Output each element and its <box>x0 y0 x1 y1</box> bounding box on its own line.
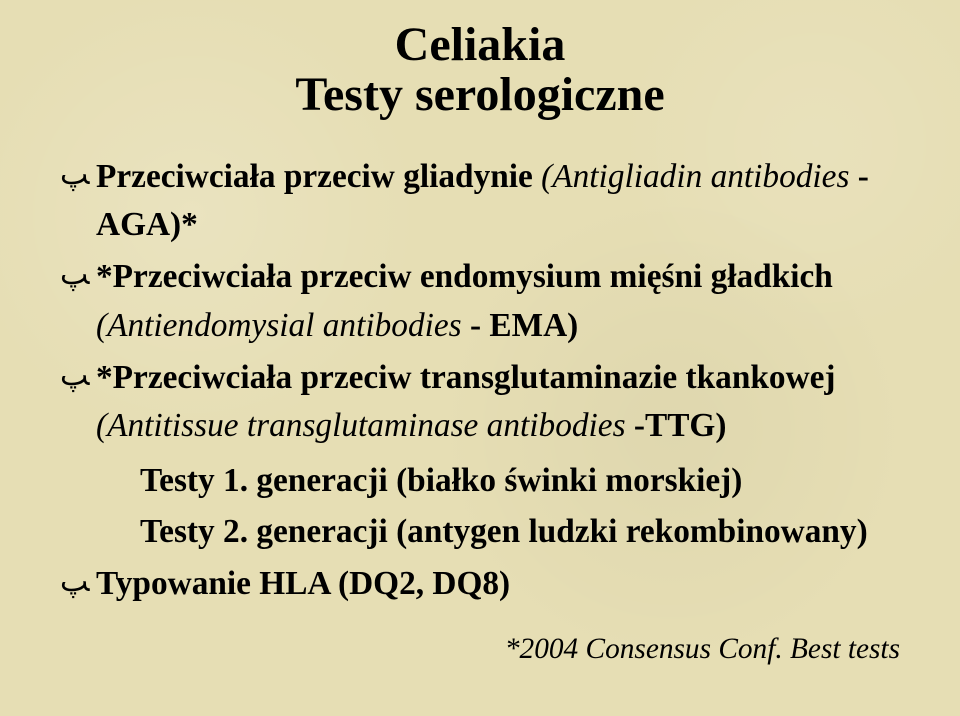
list-item: ﭗ *Przeciwciała przeciw endomysium mięśn… <box>60 253 900 350</box>
text-bold: *Przeciwciała przeciw endomysium mięśni … <box>96 258 833 295</box>
bullet-text: *Przeciwciała przeciw endomysium mięśni … <box>96 253 900 350</box>
bullet-list: ﭗ Przeciwciała przeciw gliadynie (Antigl… <box>60 153 900 609</box>
text-bold: Typowanie HLA (DQ2, DQ8) <box>96 565 510 602</box>
text-bold: *Przeciwciała przeciw transglutaminazie … <box>96 359 836 396</box>
title-line-1: Celiakia <box>60 20 900 70</box>
slide: Celiakia Testy serologiczne ﭗ Przeciwcia… <box>0 0 960 716</box>
list-item: ﭗ Typowanie HLA (DQ2, DQ8) <box>60 560 900 608</box>
list-item: ﭗ *Przeciwciała przeciw transglutaminazi… <box>60 354 900 451</box>
list-item: ﭗ Przeciwciała przeciw gliadynie (Antigl… <box>60 153 900 250</box>
sub-item: Testy 2. generacji (antygen ludzki rekom… <box>140 506 900 558</box>
bullet-icon: ﭗ <box>60 560 96 604</box>
text-italic: (Antitissue transglutaminase antibodies <box>96 407 634 444</box>
sub-list: Testy 1. generacji (białko świnki morski… <box>140 455 900 558</box>
text-bold-suffix: -TTG) <box>634 407 727 444</box>
title-line-2: Testy serologiczne <box>60 70 900 120</box>
bullet-icon: ﭗ <box>60 153 96 197</box>
bullet-text: Typowanie HLA (DQ2, DQ8) <box>96 560 900 608</box>
bullet-icon: ﭗ <box>60 354 96 398</box>
title-block: Celiakia Testy serologiczne <box>60 20 900 121</box>
bullet-text: *Przeciwciała przeciw transglutaminazie … <box>96 354 900 451</box>
text-italic: (Antiendomysial antibodies <box>96 307 470 344</box>
text-italic: (Antigliadin antibodies <box>533 158 858 195</box>
text-bold-suffix: - EMA) <box>470 307 578 344</box>
bullet-icon: ﭗ <box>60 253 96 297</box>
text-bold: Przeciwciała przeciw gliadynie <box>96 158 533 195</box>
sub-item: Testy 1. generacji (białko świnki morski… <box>140 455 900 507</box>
bullet-text: Przeciwciała przeciw gliadynie (Antiglia… <box>96 153 900 250</box>
footnote: *2004 Consensus Conf. Best tests <box>505 633 900 666</box>
